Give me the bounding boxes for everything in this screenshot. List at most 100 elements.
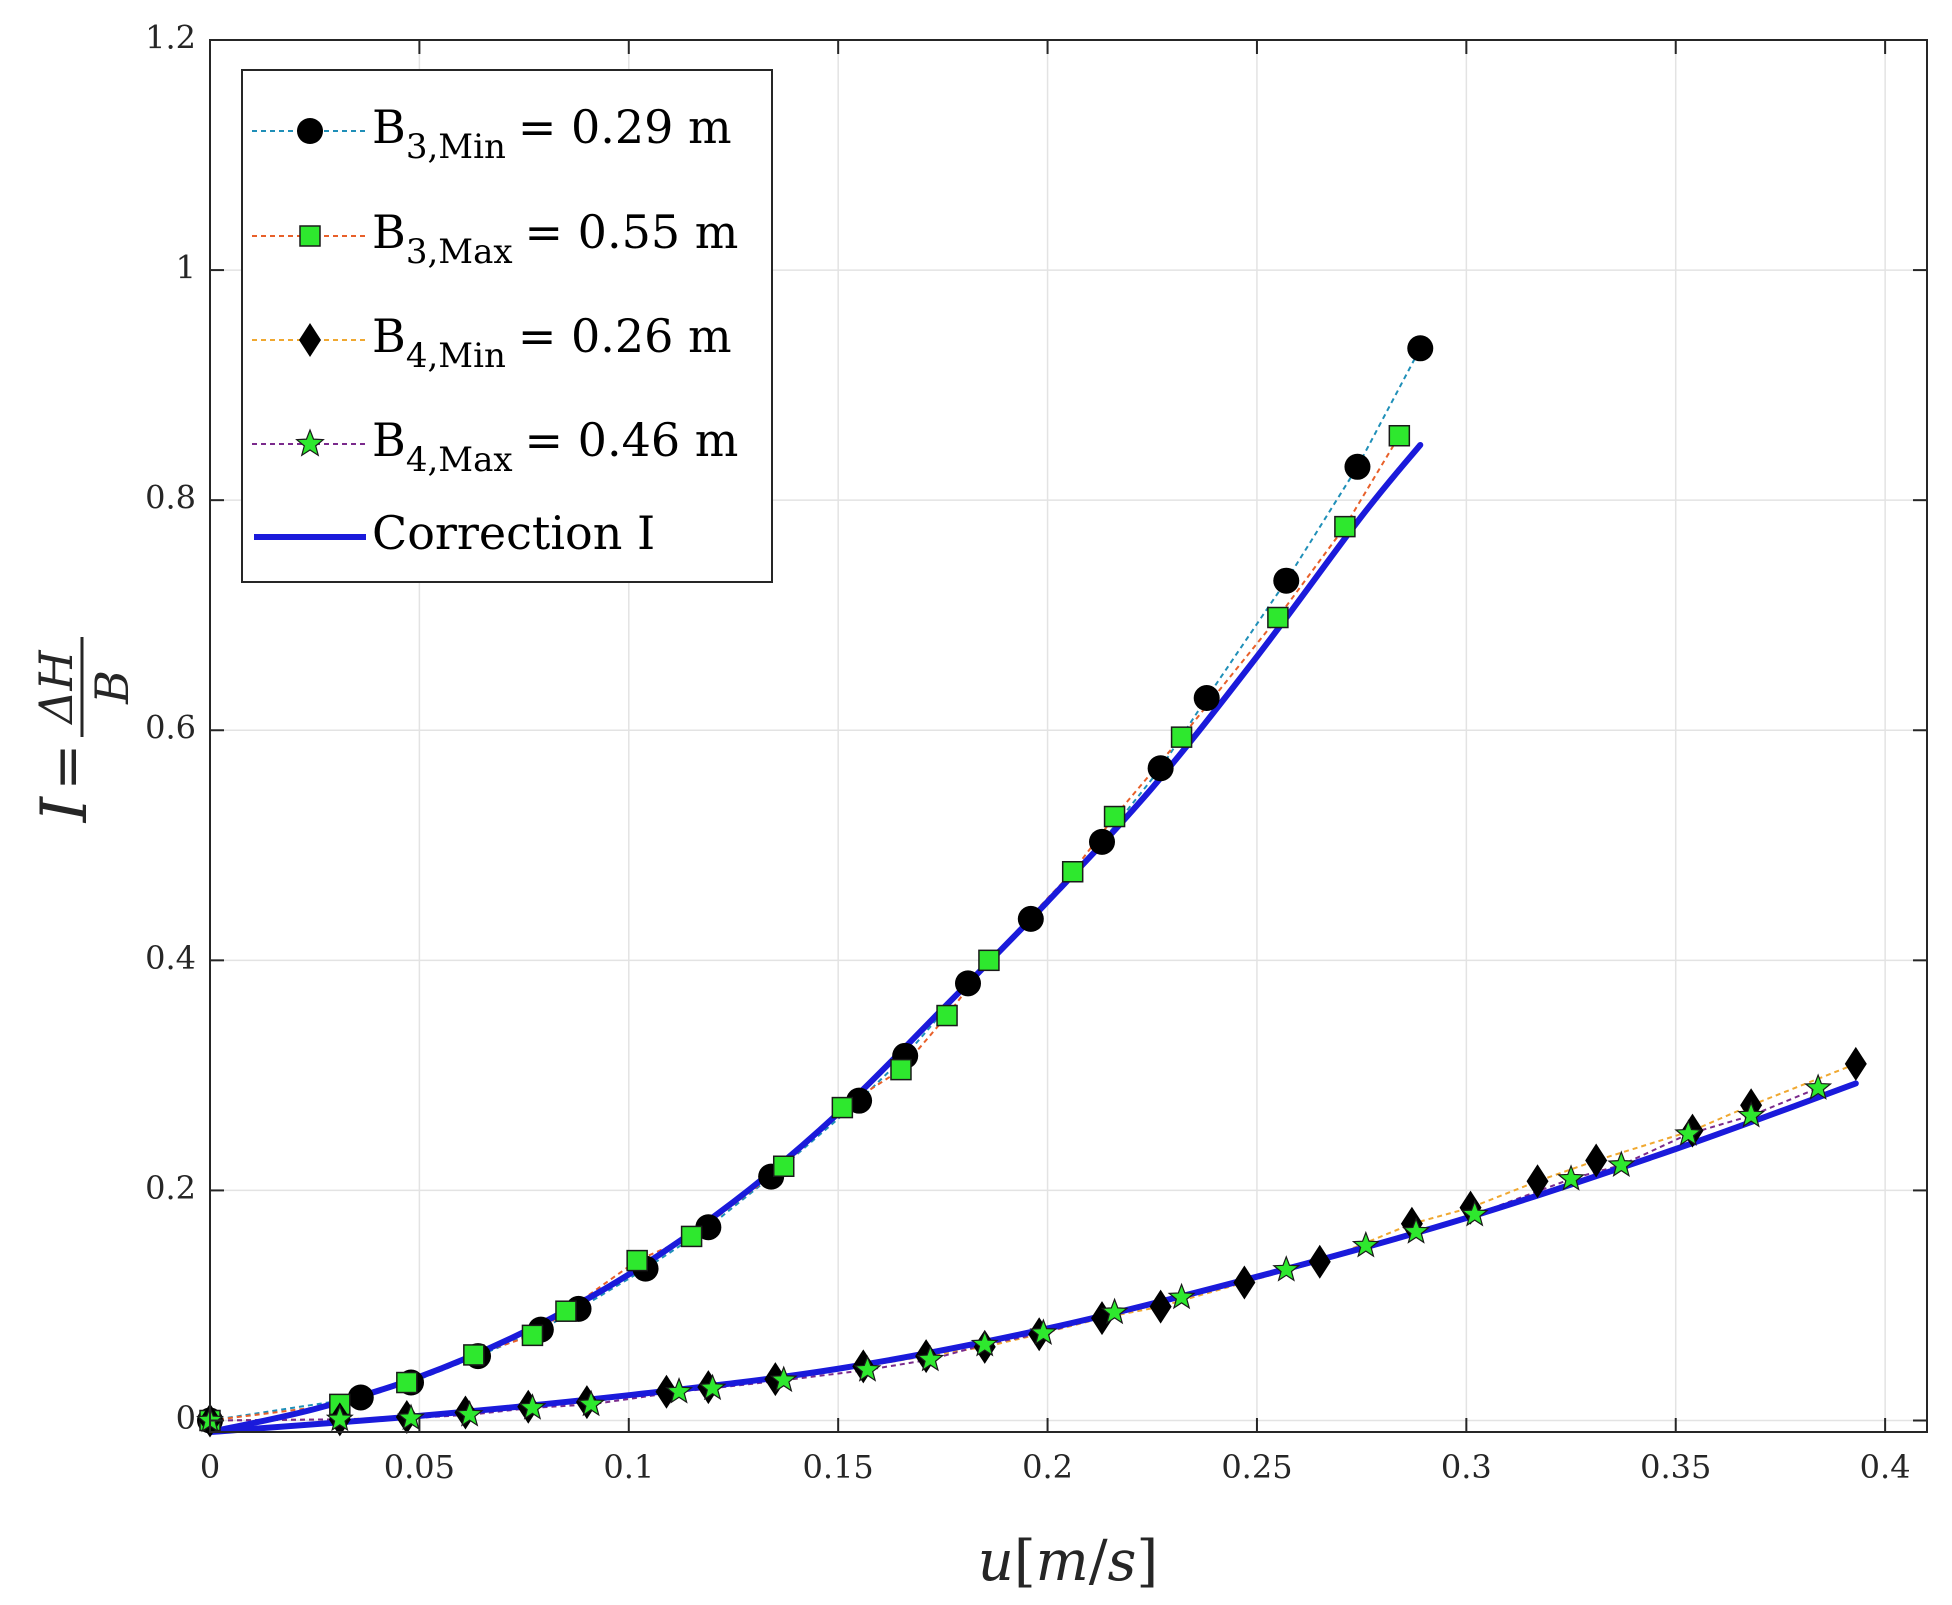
data-point-circle xyxy=(1017,905,1044,932)
data-point-square xyxy=(1061,860,1084,883)
data-point-square xyxy=(978,949,1000,972)
x-tick-label: 0.4 xyxy=(1860,1448,1911,1486)
legend-label-correction: Correction I xyxy=(372,506,655,560)
legend-label-b3-max: B3,Max = 0.55 m xyxy=(372,205,738,272)
data-point-circle xyxy=(954,970,981,997)
legend-subscript: 3,Max xyxy=(406,232,513,272)
data-point-square xyxy=(1334,515,1356,538)
tick-labels: 0 0.05 0.1 0.15 0.2 0.25 0.3 0.35 0.4 0 0.2 0.4 0.6 0… xyxy=(145,19,1910,1487)
legend-label-b4-min: B4,Min = 0.26 m xyxy=(372,309,732,376)
data-point-circle xyxy=(1344,453,1371,480)
data-point-star xyxy=(970,1329,999,1357)
data-point-star xyxy=(1804,1073,1833,1100)
data-point-star xyxy=(518,1393,547,1420)
legend-subscript: 4,Max xyxy=(406,440,513,480)
legend-marker-circle xyxy=(297,118,323,144)
data-point-circle xyxy=(1089,828,1116,855)
legend-value: = 0.46 m xyxy=(525,413,739,467)
x-tick-label: 0.3 xyxy=(1441,1448,1492,1486)
x-axis-label: u[m/s] xyxy=(978,1529,1159,1594)
x-tick-label: 0.2 xyxy=(1022,1448,1073,1486)
data-point-star xyxy=(1351,1230,1380,1258)
x-tick-label: 0.05 xyxy=(384,1448,455,1486)
y-tick-label: 0.8 xyxy=(145,479,196,517)
legend-value: = 0.29 m xyxy=(518,100,732,154)
x-axis-slash: / xyxy=(1089,1529,1108,1594)
data-point-circle xyxy=(1147,755,1174,782)
data-point-star xyxy=(455,1400,484,1427)
data-point-diamond xyxy=(1233,1265,1256,1300)
data-point-square xyxy=(890,1058,912,1081)
x-axis-var: u xyxy=(978,1529,1014,1594)
x-tick-label: 0 xyxy=(200,1448,220,1486)
ticks xyxy=(209,39,1927,1432)
y-axis-label: I = ΔH B xyxy=(28,637,139,823)
data-point-star xyxy=(397,1403,425,1431)
y-tick-label: 0.4 xyxy=(145,939,196,977)
legend-base: B xyxy=(372,413,406,467)
y-axis-equals: = xyxy=(35,744,100,791)
data-point-star xyxy=(769,1365,798,1393)
legend-box xyxy=(241,69,773,583)
legend-marker-star xyxy=(295,428,325,457)
legend-marker-diamond xyxy=(299,323,321,357)
data-point-star xyxy=(1674,1119,1703,1146)
y-axis-denominator: B xyxy=(85,670,139,705)
data-point-star xyxy=(1460,1199,1489,1227)
data-point-star xyxy=(916,1344,945,1372)
data-point-star xyxy=(1607,1150,1636,1177)
data-point-star xyxy=(665,1377,694,1404)
y-tick-label: 0.2 xyxy=(145,1169,196,1207)
data-point-square xyxy=(555,1300,577,1322)
legend-base: B xyxy=(372,205,406,259)
data-point-star xyxy=(1100,1297,1129,1325)
data-point-square xyxy=(626,1249,648,1272)
data-point-circle xyxy=(1193,685,1220,712)
data-point-square xyxy=(1103,805,1126,828)
legend-value: = 0.55 m xyxy=(525,205,739,259)
data-point-diamond xyxy=(1149,1289,1172,1324)
legend-entry-b3-min: B3,Min = 0.29 m xyxy=(252,100,732,167)
y-axis-numerator: ΔH xyxy=(29,649,83,725)
legend-entry-b4-max: B4,Max = 0.46 m xyxy=(252,413,738,480)
data-point-circle xyxy=(1273,567,1300,594)
data-point-square xyxy=(936,1004,958,1027)
x-axis-bracket-open: [ xyxy=(1014,1529,1036,1594)
y-tick-label: 0.6 xyxy=(145,709,196,747)
y-axis-lhs: I xyxy=(28,795,102,823)
legend-label-b3-min: B3,Min = 0.29 m xyxy=(372,100,732,167)
data-point-square xyxy=(1388,424,1411,447)
data-point-star xyxy=(1402,1217,1431,1244)
data-point-diamond xyxy=(1585,1143,1608,1178)
data-point-square xyxy=(521,1324,544,1347)
data-point-star xyxy=(1029,1318,1058,1345)
data-point-star xyxy=(577,1389,606,1417)
x-axis-bracket-close: ] xyxy=(1136,1529,1158,1594)
data-point-square xyxy=(680,1225,703,1248)
x-tick-label: 0.15 xyxy=(803,1448,874,1486)
legend-subscript: 3,Min xyxy=(406,127,506,167)
data-point-star xyxy=(1557,1164,1586,1191)
legend-value: = 0.26 m xyxy=(518,309,732,363)
data-point-circle xyxy=(347,1384,374,1411)
plot-frame xyxy=(209,39,1928,1433)
y-tick-label: 1.2 xyxy=(145,19,196,57)
x-axis-unit-denominator: s xyxy=(1108,1529,1137,1594)
legend-base: B xyxy=(372,309,406,363)
legend-entry-correction: Correction I xyxy=(254,506,655,560)
legend: B3,Min = 0.29 m B3,Max = 0.55 m B4,Min = 0.… xyxy=(241,69,773,583)
data-point-diamond xyxy=(1308,1244,1331,1279)
legend-subscript: 4,Min xyxy=(406,336,506,376)
legend-base: B xyxy=(372,100,406,154)
data-point-square xyxy=(1267,606,1289,629)
legend-entry-b3-max: B3,Max = 0.55 m xyxy=(252,205,738,272)
data-point-star xyxy=(698,1373,727,1401)
x-tick-label: 0.25 xyxy=(1221,1448,1292,1486)
x-tick-label: 0.35 xyxy=(1640,1448,1711,1486)
y-tick-label: 1 xyxy=(176,249,196,287)
data-point-square xyxy=(1170,726,1193,748)
data-point-square xyxy=(772,1155,795,1178)
data-point-star xyxy=(1737,1100,1766,1128)
x-tick-label: 0.1 xyxy=(603,1448,654,1486)
